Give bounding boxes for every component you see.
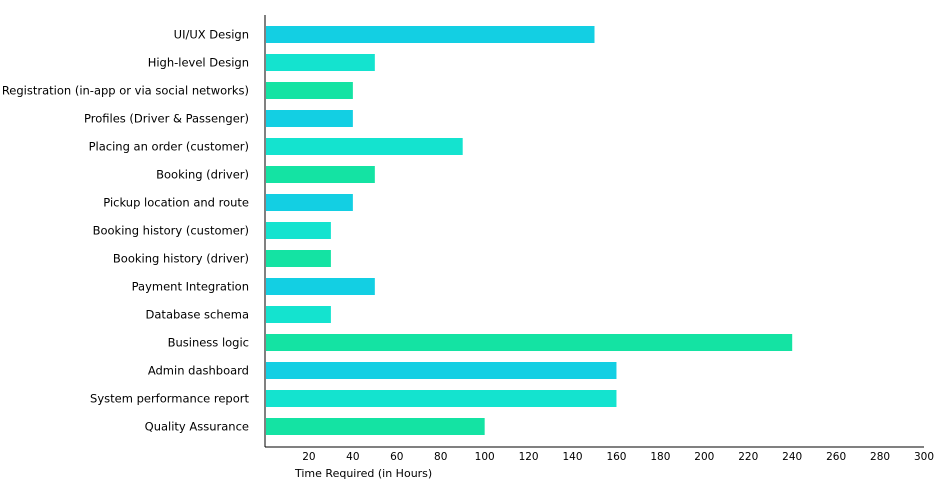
x-tick-label-11: 240 (782, 451, 802, 463)
bar-14 (266, 418, 485, 435)
bar-11 (266, 334, 793, 351)
x-tick-label-3: 80 (434, 451, 447, 463)
x-tick-label-9: 200 (694, 451, 714, 463)
category-label-10: Database schema (146, 308, 249, 322)
category-label-4: Placing an order (customer) (89, 140, 249, 154)
x-tick-label-7: 160 (606, 451, 626, 463)
x-tick-label-14: 300 (914, 451, 934, 463)
x-tick-labels: 20 40 60 80 100 120 140 160 180 200 220 240 260 280 30… (302, 451, 934, 463)
x-tick-label-2: 60 (390, 451, 403, 463)
bar-9 (266, 278, 375, 295)
bar-5 (266, 166, 375, 183)
x-tick-label-8: 180 (650, 451, 670, 463)
category-label-3: Profiles (Driver & Passenger) (84, 112, 249, 126)
category-label-2: Registration (in-app or via social netwo… (2, 84, 249, 98)
x-tick-label-0: 20 (302, 451, 315, 463)
category-label-5: Booking (driver) (156, 168, 249, 182)
x-tick-label-10: 220 (738, 451, 758, 463)
category-label-13: System performance report (90, 392, 249, 406)
bar-7 (266, 222, 331, 239)
x-tick-label-4: 100 (475, 451, 495, 463)
category-label-6: Pickup location and route (103, 196, 249, 210)
bar-0 (266, 26, 595, 43)
x-tick-label-1: 40 (346, 451, 359, 463)
category-label-12: Admin dashboard (148, 364, 249, 378)
category-label-11: Business logic (168, 336, 249, 350)
bar-6 (266, 194, 353, 211)
x-axis-title: Time Required (in Hours) (294, 467, 432, 480)
bar-10 (266, 306, 331, 323)
category-label-7: Booking history (customer) (93, 224, 249, 238)
x-tick-label-12: 260 (826, 451, 846, 463)
category-label-8: Booking history (driver) (113, 252, 249, 266)
x-tick-label-6: 140 (563, 451, 583, 463)
bar-13 (266, 390, 617, 407)
bar-3 (266, 110, 353, 127)
bar-1 (266, 54, 375, 71)
x-tick-label-5: 120 (519, 451, 539, 463)
bar-2 (266, 82, 353, 99)
category-label-14: Quality Assurance (145, 420, 249, 434)
category-label-0: UI/UX Design (174, 28, 249, 42)
category-label-9: Payment Integration (132, 280, 249, 294)
bars (266, 26, 793, 435)
bar-12 (266, 362, 617, 379)
category-labels: UI/UX Design High-level Design Registratio… (2, 28, 250, 434)
category-label-1: High-level Design (148, 56, 249, 70)
bar-8 (266, 250, 331, 267)
x-tick-label-13: 280 (870, 451, 890, 463)
bar-4 (266, 138, 463, 155)
